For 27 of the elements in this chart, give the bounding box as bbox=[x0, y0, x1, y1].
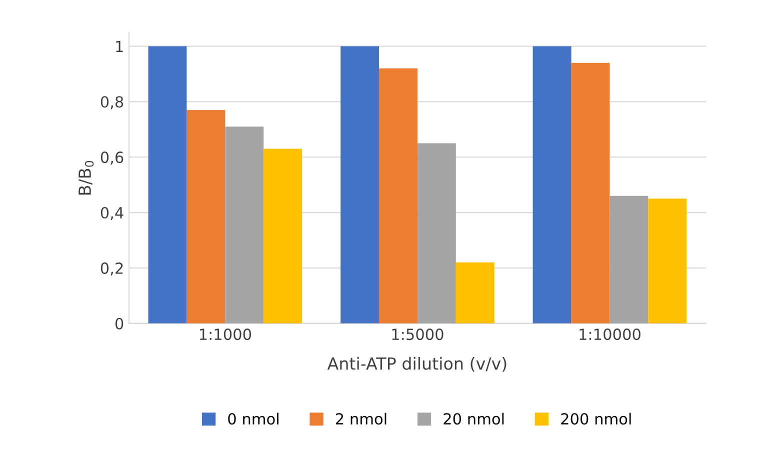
legend-label: 20 nmol bbox=[444, 412, 504, 425]
y-tick-label: 0,6 bbox=[100, 152, 124, 165]
bar bbox=[456, 262, 494, 324]
bar bbox=[340, 46, 379, 324]
y-axis-title: B/B$_{0}$ bbox=[78, 160, 94, 195]
legend-label: 2 nmol bbox=[336, 412, 386, 425]
bar bbox=[186, 110, 226, 324]
bar bbox=[417, 143, 456, 324]
x-axis-title: Anti-ATP dilution (v/v) bbox=[327, 356, 506, 372]
bar bbox=[610, 196, 648, 324]
x-tick-label: 1:10000 bbox=[580, 328, 640, 340]
y-tick-label: 0,2 bbox=[100, 262, 123, 276]
bar bbox=[571, 62, 610, 324]
y-tick-label: 0,8 bbox=[100, 96, 124, 110]
bar bbox=[378, 68, 418, 324]
legend-label: 0 nmol bbox=[228, 412, 278, 425]
y-tick-label: 0,4 bbox=[100, 206, 124, 220]
y-tick-label: 0 bbox=[115, 318, 124, 330]
bar bbox=[148, 46, 187, 324]
bar bbox=[532, 46, 572, 324]
x-tick-label: 1:1000 bbox=[200, 328, 252, 340]
x-tick-label: 1:5000 bbox=[392, 328, 444, 340]
bar bbox=[264, 148, 302, 324]
legend-label: 200 nmol bbox=[561, 412, 631, 425]
bar bbox=[225, 126, 264, 324]
y-tick-label: 1 bbox=[116, 40, 123, 52]
bar bbox=[648, 198, 687, 324]
